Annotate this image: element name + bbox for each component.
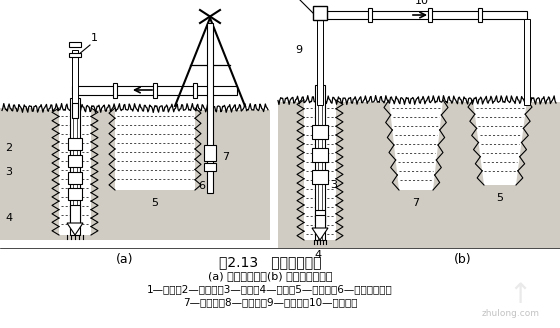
Polygon shape (304, 100, 336, 240)
Polygon shape (59, 108, 91, 235)
Bar (327, 11, 527, 19)
Polygon shape (389, 100, 443, 190)
Text: 7—泥浆池；8—砂石泵；9—抽渣管；10—排渣胶管: 7—泥浆池；8—砂石泵；9—抽渣管；10—排渣胶管 (183, 297, 357, 307)
Bar (193, 83, 197, 98)
Bar (312, 148, 328, 162)
Bar (68, 155, 82, 167)
Text: 8: 8 (285, 0, 292, 1)
Text: 4: 4 (5, 213, 12, 223)
Polygon shape (312, 228, 328, 240)
Bar (153, 83, 157, 98)
Text: 2: 2 (5, 143, 12, 153)
Text: 1: 1 (91, 33, 98, 43)
Bar (72, 86, 237, 95)
Text: zhulong.com: zhulong.com (482, 309, 540, 318)
Bar (315, 210, 325, 222)
Bar (68, 138, 82, 150)
Bar (68, 188, 82, 200)
Bar (113, 83, 117, 98)
Text: 7: 7 (412, 198, 419, 208)
Text: ↑: ↑ (508, 281, 531, 309)
Bar (428, 8, 432, 22)
Polygon shape (0, 110, 270, 240)
Polygon shape (278, 102, 560, 248)
Polygon shape (115, 108, 195, 190)
Polygon shape (473, 100, 527, 185)
Bar (0, 0, 560, 248)
Text: (a): (a) (116, 253, 134, 266)
Text: 9: 9 (295, 45, 302, 55)
Text: 3: 3 (330, 180, 337, 190)
Bar (478, 8, 482, 22)
Bar (278, 0, 560, 248)
Bar (318, 92, 322, 240)
Bar (315, 85, 325, 240)
Bar (315, 215, 325, 230)
Bar (317, 18, 323, 105)
Text: 图2.13   循环排渣方法: 图2.13 循环排渣方法 (219, 255, 321, 269)
Bar (524, 19, 530, 105)
Bar (312, 125, 328, 139)
Bar (69, 42, 81, 47)
Text: 5: 5 (152, 198, 158, 208)
Polygon shape (67, 223, 83, 235)
Bar (312, 170, 328, 184)
Bar (313, 6, 327, 20)
Text: 3: 3 (5, 167, 12, 177)
Text: 5: 5 (497, 193, 503, 203)
Bar (207, 23, 213, 193)
Text: 10: 10 (415, 0, 429, 6)
Bar (204, 163, 216, 171)
Text: 1—钻杆；2—送水管；3—主机；4—钻头；5—沉淀池；6—潜水泥浆泵；: 1—钻杆；2—送水管；3—主机；4—钻头；5—沉淀池；6—潜水泥浆泵； (147, 284, 393, 294)
Text: 4: 4 (314, 250, 321, 260)
Bar (72, 50, 78, 113)
Bar (69, 53, 81, 57)
Bar (204, 145, 216, 161)
Bar (368, 8, 372, 22)
Bar (72, 103, 78, 118)
Bar (70, 98, 80, 235)
Bar (68, 172, 82, 184)
Bar (70, 205, 80, 225)
Polygon shape (0, 108, 35, 240)
Text: 6: 6 (198, 181, 205, 191)
Text: 7: 7 (222, 152, 229, 162)
Text: (a) 正循环排渣；(b) 泵举反循环排渣: (a) 正循环排渣；(b) 泵举反循环排渣 (208, 271, 332, 281)
Bar (0, 248, 560, 328)
Text: (b): (b) (454, 253, 472, 266)
